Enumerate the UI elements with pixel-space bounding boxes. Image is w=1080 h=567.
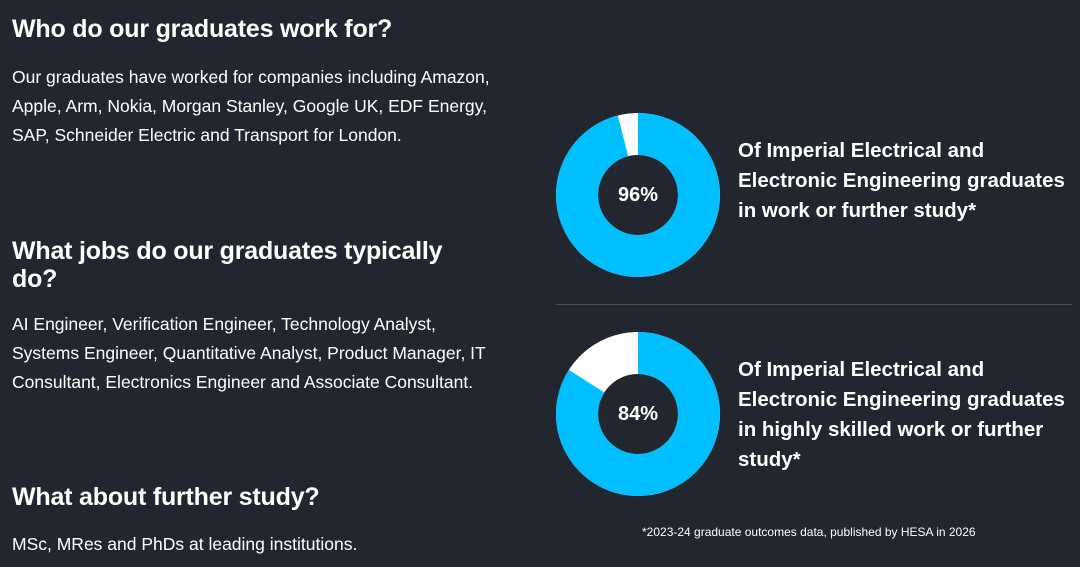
jobs-heading: What jobs do our graduates typically do? [12,237,443,293]
study-heading: What about further study? [12,483,320,511]
stat-description: Of Imperial Electrical and Electronic En… [738,139,1065,222]
donut-value-segment [556,332,720,496]
jobs-body: AI Engineer, Verification Engineer, Tech… [12,314,486,392]
stat-work-or-study: 96% Of Imperial Electrical and Electroni… [556,113,1076,277]
donut-value-label: 96% [617,183,659,206]
footnote: *2023-24 graduate outcomes data, publish… [642,525,976,539]
donut-value-segment [556,113,720,277]
who-body: Our graduates have worked for companies … [12,67,490,145]
donut-chart-work-or-study [556,113,720,277]
donut-chart-skilled-work-or-study [556,332,720,496]
stats-divider [556,304,1072,305]
study-body: MSc, MRes and PhDs at leading institutio… [12,534,358,554]
donut-value-label: 84% [617,402,659,425]
who-heading: Who do our graduates work for? [12,15,393,43]
stat-description: Of Imperial Electrical and Electronic En… [738,358,1065,471]
stat-skilled-work-or-study: 84% Of Imperial Electrical and Electroni… [556,332,1076,496]
